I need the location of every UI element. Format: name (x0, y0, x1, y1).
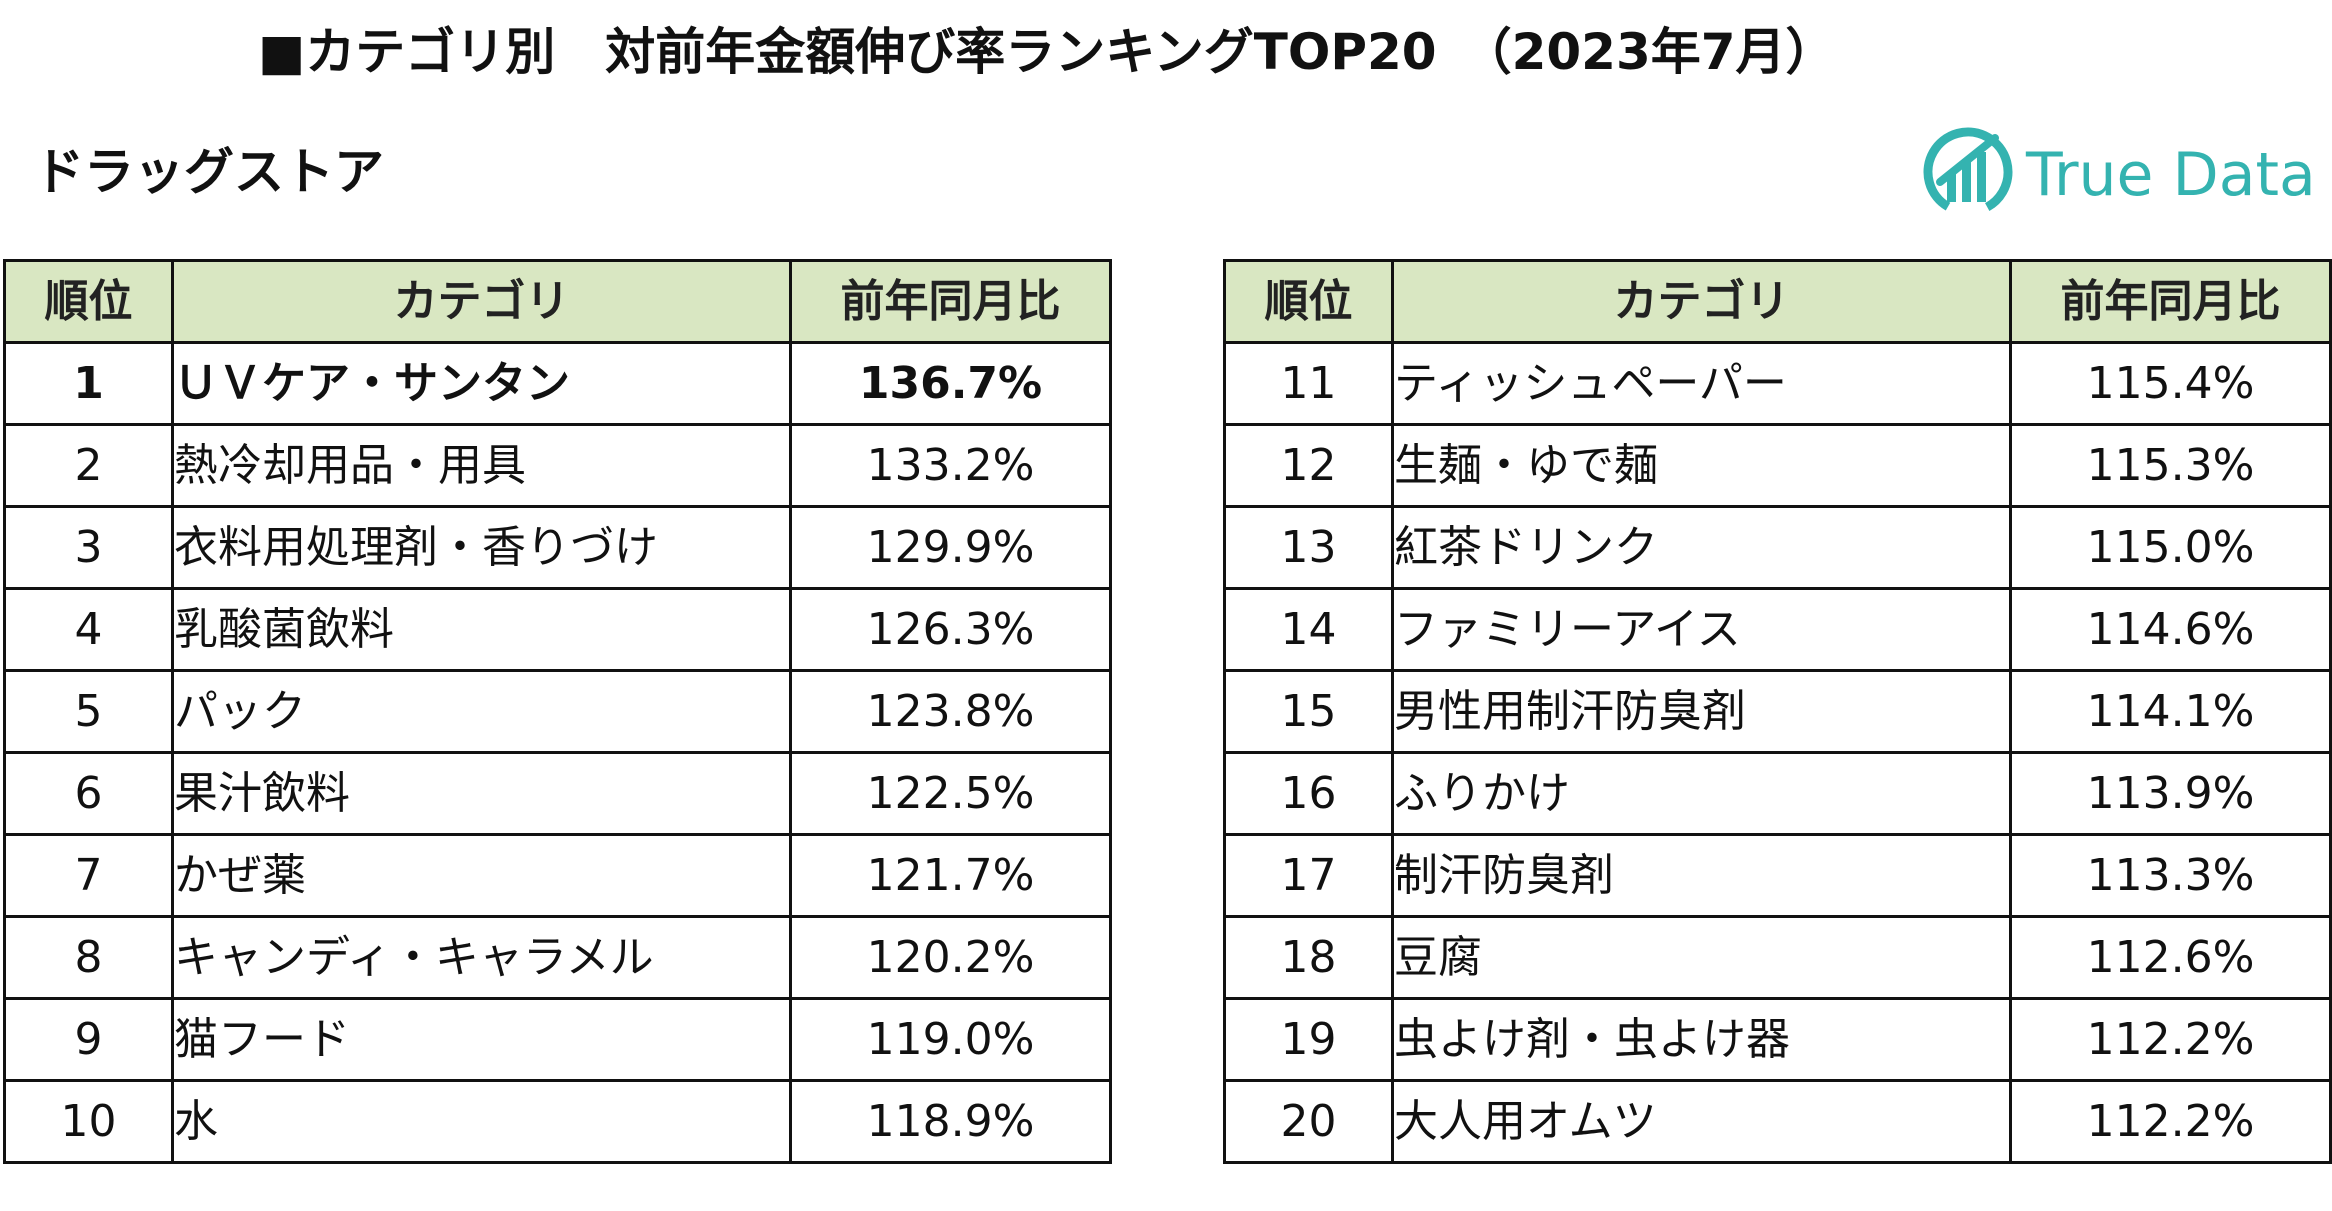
column-header-ratio: 前年同月比 (789, 259, 1112, 344)
table-header-row: 順位 カテゴリ 前年同月比 (1223, 259, 2332, 344)
category-cell: 水 (171, 1079, 792, 1164)
rank-cell: 8 (3, 915, 174, 1000)
column-header-rank: 順位 (3, 259, 174, 344)
table-row: 3 衣料用処理剤・香りづけ 129.9% (3, 505, 1112, 590)
category-cell: 衣料用処理剤・香りづけ (171, 505, 792, 590)
table-row: 2 熱冷却用品・用具 133.2% (3, 423, 1112, 508)
category-cell: ティッシュペーパー (1391, 341, 2012, 426)
category-cell: 果汁飲料 (171, 751, 792, 836)
table-row: 11 ティッシュペーパー 115.4% (1223, 341, 2332, 426)
ratio-cell: 136.7% (789, 341, 1112, 426)
table-row: 17 制汗防臭剤 113.3% (1223, 833, 2332, 918)
rank-cell: 9 (3, 997, 174, 1082)
table-row: 18 豆腐 112.6% (1223, 915, 2332, 1000)
category-cell: パック (171, 669, 792, 754)
rank-cell: 12 (1223, 423, 1394, 508)
table-row: 12 生麺・ゆで麺 115.3% (1223, 423, 2332, 508)
ratio-cell: 120.2% (789, 915, 1112, 1000)
category-cell: かぜ薬 (171, 833, 792, 918)
category-cell: 猫フード (171, 997, 792, 1082)
rank-cell: 17 (1223, 833, 1394, 918)
column-header-rank: 順位 (1223, 259, 1394, 344)
column-header-ratio: 前年同月比 (2009, 259, 2332, 344)
true-data-logo: True Data (1916, 120, 2316, 230)
ratio-cell: 112.2% (2009, 1079, 2332, 1164)
table-row: 4 乳酸菌飲料 126.3% (3, 587, 1112, 672)
ratio-cell: 118.9% (789, 1079, 1112, 1164)
ratio-cell: 122.5% (789, 751, 1112, 836)
column-header-category: カテゴリ (171, 259, 792, 344)
category-cell: 豆腐 (1391, 915, 2012, 1000)
table-row: 16 ふりかけ 113.9% (1223, 751, 2332, 836)
rank-cell: 16 (1223, 751, 1394, 836)
table-row: 10 水 118.9% (3, 1079, 1112, 1164)
rank-cell: 4 (3, 587, 174, 672)
category-cell: 乳酸菌飲料 (171, 587, 792, 672)
category-cell: キャンディ・キャラメル (171, 915, 792, 1000)
ratio-cell: 112.6% (2009, 915, 2332, 1000)
category-cell: ＵＶケア・サンタン (171, 341, 792, 426)
rank-cell: 1 (3, 341, 174, 426)
rank-cell: 6 (3, 751, 174, 836)
table-row: 8 キャンディ・キャラメル 120.2% (3, 915, 1112, 1000)
ratio-cell: 115.3% (2009, 423, 2332, 508)
rank-cell: 13 (1223, 505, 1394, 590)
rank-cell: 11 (1223, 341, 1394, 426)
category-cell: 熱冷却用品・用具 (171, 423, 792, 508)
category-cell: 男性用制汗防臭剤 (1391, 669, 2012, 754)
logo-text: True Data (2026, 140, 2316, 210)
rank-cell: 5 (3, 669, 174, 754)
category-cell: 生麺・ゆで麺 (1391, 423, 2012, 508)
table-row: 6 果汁飲料 122.5% (3, 751, 1112, 836)
table-row: 19 虫よけ剤・虫よけ器 112.2% (1223, 997, 2332, 1082)
table-row: 15 男性用制汗防臭剤 114.1% (1223, 669, 2332, 754)
ratio-cell: 115.4% (2009, 341, 2332, 426)
rank-cell: 3 (3, 505, 174, 590)
table-row: 9 猫フード 119.0% (3, 997, 1112, 1082)
ratio-cell: 119.0% (789, 997, 1112, 1082)
ratio-cell: 112.2% (2009, 997, 2332, 1082)
rank-cell: 14 (1223, 587, 1394, 672)
table-row: 13 紅茶ドリンク 115.0% (1223, 505, 2332, 590)
ratio-cell: 113.3% (2009, 833, 2332, 918)
table-row: 20 大人用オムツ 112.2% (1223, 1079, 2332, 1164)
rank-cell: 7 (3, 833, 174, 918)
true-data-logo-icon (1923, 127, 2013, 217)
rank-cell: 10 (3, 1079, 174, 1164)
ranking-table-right: 順位 カテゴリ 前年同月比 11 ティッシュペーパー 115.4% 12 生麺・… (1223, 259, 2332, 1164)
page-title: ■カテゴリ別 対前年金額伸び率ランキングTOP20 （2023年7月） (258, 23, 1836, 81)
rank-cell: 20 (1223, 1079, 1394, 1164)
ratio-cell: 123.8% (789, 669, 1112, 754)
ratio-cell: 114.6% (2009, 587, 2332, 672)
ratio-cell: 115.0% (2009, 505, 2332, 590)
table-header-row: 順位 カテゴリ 前年同月比 (3, 259, 1112, 344)
category-cell: 制汗防臭剤 (1391, 833, 2012, 918)
category-cell: ファミリーアイス (1391, 587, 2012, 672)
category-cell: 紅茶ドリンク (1391, 505, 2012, 590)
category-cell: 虫よけ剤・虫よけ器 (1391, 997, 2012, 1082)
table-row: 1 ＵＶケア・サンタン 136.7% (3, 341, 1112, 426)
table-row: 14 ファミリーアイス 114.6% (1223, 587, 2332, 672)
rank-cell: 19 (1223, 997, 1394, 1082)
rank-cell: 15 (1223, 669, 1394, 754)
category-cell: ふりかけ (1391, 751, 2012, 836)
table-row: 5 パック 123.8% (3, 669, 1112, 754)
table-row: 7 かぜ薬 121.7% (3, 833, 1112, 918)
ratio-cell: 126.3% (789, 587, 1112, 672)
ratio-cell: 133.2% (789, 423, 1112, 508)
rank-cell: 2 (3, 423, 174, 508)
column-header-category: カテゴリ (1391, 259, 2012, 344)
rank-cell: 18 (1223, 915, 1394, 1000)
category-cell: 大人用オムツ (1391, 1079, 2012, 1164)
ratio-cell: 121.7% (789, 833, 1112, 918)
ratio-cell: 114.1% (2009, 669, 2332, 754)
ratio-cell: 129.9% (789, 505, 1112, 590)
ranking-table-left: 順位 カテゴリ 前年同月比 1 ＵＶケア・サンタン 136.7% 2 熱冷却用品… (3, 259, 1112, 1164)
section-subtitle: ドラッグストア (34, 143, 384, 201)
ratio-cell: 113.9% (2009, 751, 2332, 836)
